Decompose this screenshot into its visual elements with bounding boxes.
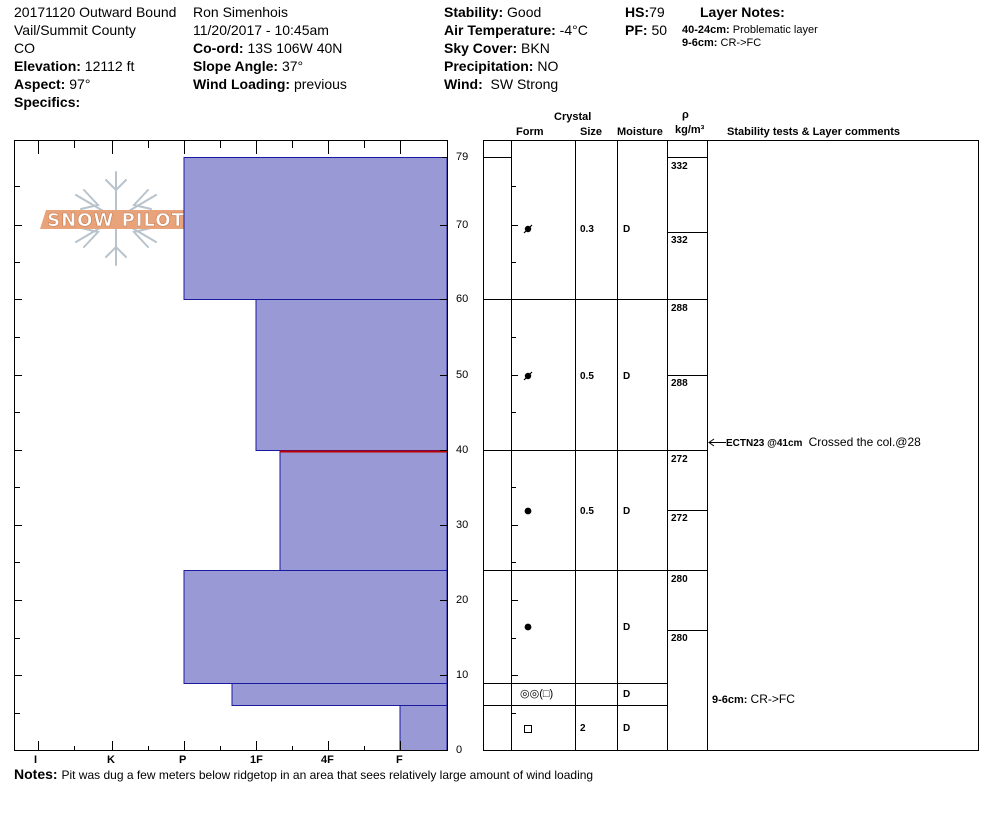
hardness-axis-label: 4F: [321, 754, 334, 766]
depth-axis-label: 60: [456, 293, 469, 305]
grain-size: 0.5: [580, 506, 594, 517]
depth-axis-label: 30: [456, 519, 469, 531]
layer-comment: 9-6cm: CR->FC: [712, 692, 795, 707]
slope-angle: Slope Angle: 37°: [193, 58, 304, 74]
moisture-value: D: [623, 723, 631, 734]
depth-axis-label: 20: [456, 594, 469, 606]
moisture-header: Moisture: [617, 126, 663, 138]
hardness-axis-label: P: [179, 754, 187, 766]
snow-height: HS:79: [625, 4, 665, 20]
precipitation: Precipitation: NO: [444, 58, 559, 74]
density-value: 332: [671, 235, 688, 246]
form-header: Form: [516, 126, 544, 138]
depth-axis-label: 0: [456, 744, 463, 756]
hardness-ticks: [15, 141, 447, 751]
hardness-axis-label: I: [34, 754, 38, 766]
stability: Stability: Good: [444, 4, 542, 20]
wind-loading: Wind Loading: previous: [193, 76, 347, 92]
hardness-bar-layer-6: [399, 705, 448, 751]
depth-axis-label: 10: [456, 669, 469, 681]
hardness-graph-frame: [14, 140, 448, 751]
penetration-foot: PF: 50: [625, 22, 668, 38]
density-unit-header: kg/m³: [675, 124, 705, 136]
density-value: 280: [671, 574, 688, 585]
hardness-bar-layer-5: [231, 683, 448, 706]
stability-test-result: ECTN23 @41cm Crossed the col.@28: [726, 435, 921, 450]
depth-axis-label: 70: [456, 219, 469, 231]
hardness-profile: [183, 157, 448, 751]
air-temperature: Air Temperature: -4°C: [444, 22, 588, 38]
hardness-bar-layer-1: [183, 157, 448, 300]
crystal-header: Crystal: [554, 111, 592, 123]
pit-title: 20171120 Outward Bound: [14, 4, 177, 20]
density-value: 272: [671, 454, 688, 465]
datetime: 11/20/2017 - 10:45am: [193, 22, 329, 38]
moisture-value: D: [623, 506, 631, 517]
hardness-bar-layer-2: [255, 299, 448, 451]
hardness-axis-label: K: [107, 754, 115, 766]
stability-comments-header: Stability tests & Layer comments: [727, 126, 901, 138]
moisture-value: D: [623, 622, 631, 633]
faceted-grain-icon: [524, 725, 532, 733]
snowpilot-logo: SNOW PILOT: [40, 171, 194, 266]
moisture-value: D: [623, 371, 631, 382]
grain-form-symbols: [523, 224, 533, 733]
size-header: Size: [580, 126, 603, 138]
layer-note-2: 9-6cm: CR->FC: [682, 37, 762, 49]
logo-text: SNOW PILOT: [47, 210, 185, 231]
grain-size: 0.3: [580, 224, 594, 235]
density-value: 288: [671, 303, 688, 314]
density-value: 272: [671, 513, 688, 524]
pit-notes: Notes: Pit was dug a few meters below ri…: [14, 766, 594, 782]
layer-note-1: 40-24cm: Problematic layer: [682, 24, 818, 36]
hardness-axis-label: 1F: [250, 754, 263, 766]
density-value: 280: [671, 633, 688, 644]
grain-form-mixed: ◎◎(□): [520, 688, 554, 700]
rounding-faceted-icon: [523, 224, 533, 234]
sky-cover: Sky Cover: BKN: [444, 40, 550, 56]
rounded-grain-icon: [524, 507, 532, 515]
depth-axis-label: 79: [456, 151, 469, 163]
layer-notes-label: Layer Notes:: [700, 4, 785, 20]
grain-size: 2: [580, 723, 586, 734]
specifics-label: Specifics:: [14, 94, 81, 110]
elevation: Elevation: 12112 ft: [14, 58, 135, 74]
rounded-grain-icon: [524, 623, 532, 631]
rho-header: ρ: [682, 109, 689, 121]
coordinates: Co-ord: 13S 106W 40N: [193, 40, 343, 56]
grain-size: 0.5: [580, 371, 594, 382]
depth-axis-label: 40: [456, 444, 469, 456]
layer-table: [483, 140, 979, 751]
wind: Wind: SW Strong: [444, 76, 559, 92]
hardness-bar-layer-3: [279, 450, 448, 571]
hardness-bar-layer-4: [183, 570, 448, 684]
moisture-value: D: [623, 689, 631, 700]
observer: Ron Simenhois: [193, 4, 288, 20]
location-state: CO: [14, 40, 35, 56]
moisture-value: D: [623, 224, 631, 235]
location-region: Vail/Summit County: [14, 22, 136, 38]
stability-test-arrow: [708, 438, 726, 447]
hardness-axis-label: F: [396, 754, 403, 766]
rounding-faceted-icon: [523, 371, 533, 381]
aspect: Aspect: 97°: [14, 76, 91, 92]
density-value: 332: [671, 161, 688, 172]
density-value: 288: [671, 378, 688, 389]
depth-axis-label: 50: [456, 369, 469, 381]
